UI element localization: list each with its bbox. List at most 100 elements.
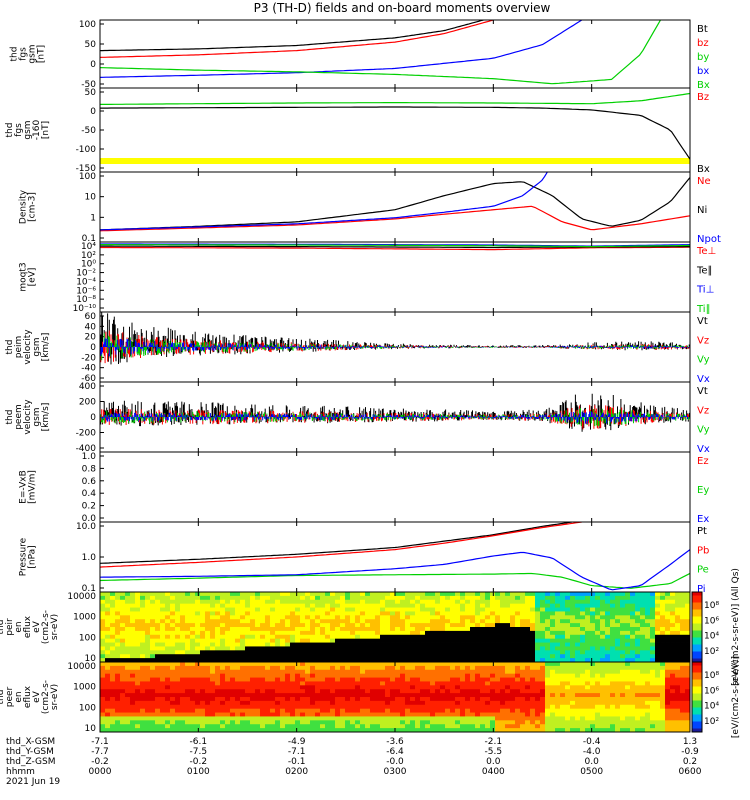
panel-9: thd peir en eflux eV (cm2-s-sr-eV) 10000 1000 10… — [0, 568, 741, 686]
legend-Ni: Ni — [697, 205, 707, 216]
panel-10-ylabel: sr-eV) — [50, 684, 60, 710]
legend-Pb: Pb — [697, 545, 709, 556]
panel-5: thd peim velocity gsm [km/s] 6040200-20-40-60… — [5, 311, 710, 385]
panel-frame — [99, 19, 691, 89]
panel-10-ytick: 1000 — [73, 683, 96, 693]
series-Npot — [100, 172, 548, 231]
panel-5-ytick: -60 — [81, 374, 96, 384]
legend-Ne: Ne — [697, 176, 711, 187]
xaxis-tick-hhmm: 0500 — [580, 767, 603, 777]
panel-5-ytick: 60 — [85, 312, 97, 322]
panel-2-ytick: -150 — [76, 164, 97, 174]
legend-Te⊥: Te⊥ — [696, 246, 716, 257]
panel-7-ylabel: [mV/m] — [28, 470, 38, 504]
legend-Bz: Bz — [697, 92, 709, 103]
panel-frame — [99, 521, 691, 593]
colorbar-tick: 10⁸ — [704, 671, 719, 681]
panel-10-ylabel: en — [14, 691, 24, 702]
panel-10-ylabel: thd — [0, 690, 6, 705]
xaxis-tick-y: -7.7 — [91, 747, 109, 757]
panel-2-ytick: -100 — [76, 145, 97, 155]
panel-1-ytick: 0 — [90, 60, 96, 70]
panel-9-ylabel: eflux — [23, 615, 33, 638]
xaxis-tick-y: -5.5 — [485, 747, 503, 757]
panel-10-ytick: 10000 — [67, 662, 96, 672]
panel-6-ytick: 0 — [90, 413, 96, 423]
colorbar-tick: 10⁶ — [704, 686, 719, 696]
panel-4-ylabel: moqt3 — [19, 262, 29, 291]
panel-8: Pressure [nPa] 10.0 1.0 0.1 Pt Pb Pe Pi — [19, 521, 709, 595]
panel-frame — [99, 171, 691, 243]
panel-7-ylabel: E=-VxB — [19, 470, 29, 504]
panel-5-ylabel: [km/s] — [41, 333, 51, 362]
colorbar-label: [eV/(cm2-s-sr-eV)] — [731, 656, 741, 738]
panel-3-ylabel: [cm-3] — [28, 192, 38, 222]
xaxis-tick-z: -0.1 — [288, 757, 306, 767]
xaxis-tick-y: -6.4 — [386, 747, 404, 757]
panel-5-ylabel: thd — [5, 340, 15, 355]
colorbar-tick: 10² — [704, 647, 719, 657]
panel-4-ytick: 10⁻⁸ — [76, 295, 96, 305]
xaxis-row-label: thd_Y-GSM — [6, 747, 54, 757]
xaxis-row-label: hhmm — [6, 767, 35, 777]
panel-6-ytick: -200 — [76, 429, 97, 439]
legend-Vx: Vx — [697, 374, 710, 385]
panel-9-ytick: 100 — [79, 633, 96, 643]
xaxis-tick-x: -3.6 — [386, 737, 404, 747]
panel-2-ylabel: gsm — [23, 120, 33, 139]
series-Ni — [100, 177, 690, 231]
panel-2-ytick: 50 — [85, 88, 97, 98]
xaxis-tick-hhmm: 0200 — [285, 767, 308, 777]
panel-2-ytick: 0 — [90, 107, 96, 117]
panel-1-ytick: 100 — [79, 20, 96, 30]
panel-10-ytick: 100 — [79, 703, 96, 713]
series-by — [100, 20, 583, 78]
panel-2: thd fgs gsm -160 [nT] 50 0 -50 -100 -150 Bz Bx — [5, 87, 710, 175]
panel-2-ylabel: [nT] — [41, 121, 51, 139]
colorbar-label: [eV/(cm2-s-sr-eV)] (All Qs) — [731, 568, 741, 686]
legend-Pi: Pi — [697, 584, 706, 595]
series-Pe — [100, 572, 690, 589]
colorbar-tick: 10⁴ — [704, 632, 719, 642]
legend-Npot: Npot — [697, 234, 721, 245]
series-bx — [100, 20, 662, 85]
panel-1-ylabel: thd — [10, 47, 20, 62]
heatmap-cells — [100, 592, 691, 663]
panel-10-ylabel: (cm2-s- — [41, 680, 51, 714]
colorbar: 10⁸ 10⁶ 10⁴ 10² [eV/(cm2-s-sr-eV)] — [691, 656, 741, 738]
panel-1-ylabel: gsm — [28, 44, 38, 63]
panel-4-ytick: 10⁻⁴ — [76, 277, 96, 287]
legend-Ti⊥: Ti⊥ — [696, 285, 714, 296]
series-Pt — [100, 522, 573, 564]
xaxis-tick-z: 0.0 — [486, 757, 501, 767]
panel-5-ytick: 20 — [85, 333, 97, 343]
panel-4-ytick: 10² — [81, 251, 96, 261]
panel-3-ytick: 100 — [79, 172, 96, 182]
legend-Vx: Vx — [697, 444, 710, 455]
legend-Te∥: Te∥ — [696, 265, 713, 276]
legend-Ez: Ez — [697, 456, 709, 467]
series-Bz — [100, 92, 690, 105]
panel-6-ytick: 200 — [79, 398, 96, 408]
panel-3-ytick: 0.1 — [82, 234, 96, 244]
panel-7: E=-VxB [mV/m] 1.0 0.8 0.6 0.4 0.2 0.0 Ez Ey Ex — [19, 451, 709, 525]
panel-frame — [99, 241, 691, 313]
panel-5-ytick: 0 — [90, 343, 96, 353]
legend-Pe: Pe — [697, 565, 709, 576]
colorbar-tick: 10⁴ — [704, 702, 719, 712]
xaxis-tick-z: 0.2 — [683, 757, 697, 767]
legend-Ex: Ex — [697, 514, 709, 525]
xaxis-tick-hhmm: 0100 — [187, 767, 210, 777]
legend-bx: bx — [697, 66, 709, 77]
series-blue — [100, 411, 690, 424]
panel-1-ylabel: [nT] — [37, 45, 47, 63]
xaxis-tick-hhmm: 0000 — [89, 767, 112, 777]
panel-1-ylabel: fgs — [19, 47, 29, 61]
legend-Vz: Vz — [697, 335, 709, 346]
xaxis-tick-z: -0.0 — [386, 757, 404, 767]
panel-9-ytick: 10000 — [67, 592, 96, 602]
panel-7-ytick: 1.0 — [82, 452, 97, 462]
panel-3: Density [cm-3] 100 10 1 0.1 Ne Ni Npot — [19, 171, 721, 245]
panel-9-ylabel: (cm2-s- — [41, 610, 51, 644]
